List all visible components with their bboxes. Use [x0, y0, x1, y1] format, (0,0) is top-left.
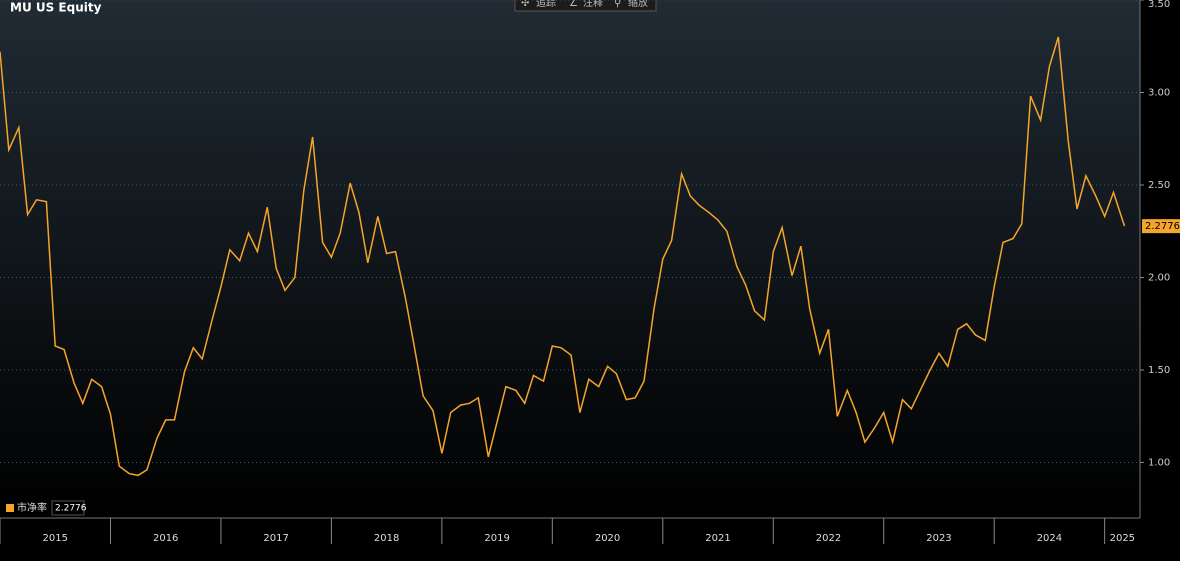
y-tick-label: 1.00: [1148, 458, 1170, 469]
y-axis-band: [1140, 0, 1180, 518]
toolbar-button[interactable]: 注释: [583, 0, 603, 9]
y-tick-label: 3.50: [1148, 0, 1170, 10]
chart-title: MU US Equity: [10, 1, 102, 15]
series-line: [0, 36, 1126, 477]
x-tick-label: 2020: [595, 533, 620, 544]
toolbar: 追踪 注释 缩放 ✣ ∠ ⚲: [514, 0, 657, 12]
x-tick-label: 2025: [1110, 533, 1135, 544]
x-tick-label: 2018: [374, 533, 399, 544]
last-value-label: 2.2776: [1145, 221, 1180, 232]
x-tick-label: 2017: [263, 533, 288, 544]
legend-swatch: [6, 504, 14, 512]
x-tick-label: 2019: [484, 533, 509, 544]
toolbar-frame: [514, 0, 657, 12]
x-tick-label: 2022: [816, 533, 841, 544]
x-tick-label: 2015: [43, 533, 68, 544]
toolbar-button[interactable]: 缩放: [628, 0, 648, 9]
legend-value: 2.2776: [55, 504, 87, 514]
y-tick-label: 3.00: [1148, 88, 1170, 99]
toolbar-icon: ✣: [521, 0, 529, 9]
plot-background: [0, 0, 1140, 518]
y-tick-label: 2.00: [1148, 273, 1170, 284]
x-tick-label: 2016: [153, 533, 178, 544]
last-value-box: [1142, 219, 1180, 234]
legend-label: 市净率: [17, 501, 47, 514]
toolbar-button[interactable]: 追踪: [536, 0, 556, 9]
legend-value-box: [51, 500, 85, 516]
toolbar-icon: ∠: [569, 0, 578, 9]
toolbar-icon: ⚲: [614, 0, 621, 9]
x-tick-label: 2023: [926, 533, 951, 544]
x-axis-band: [0, 518, 1180, 561]
x-tick-label: 2024: [1037, 533, 1062, 544]
y-tick-label: 1.50: [1148, 365, 1170, 376]
y-tick-label: 2.50: [1148, 180, 1170, 191]
x-tick-label: 2021: [705, 533, 730, 544]
